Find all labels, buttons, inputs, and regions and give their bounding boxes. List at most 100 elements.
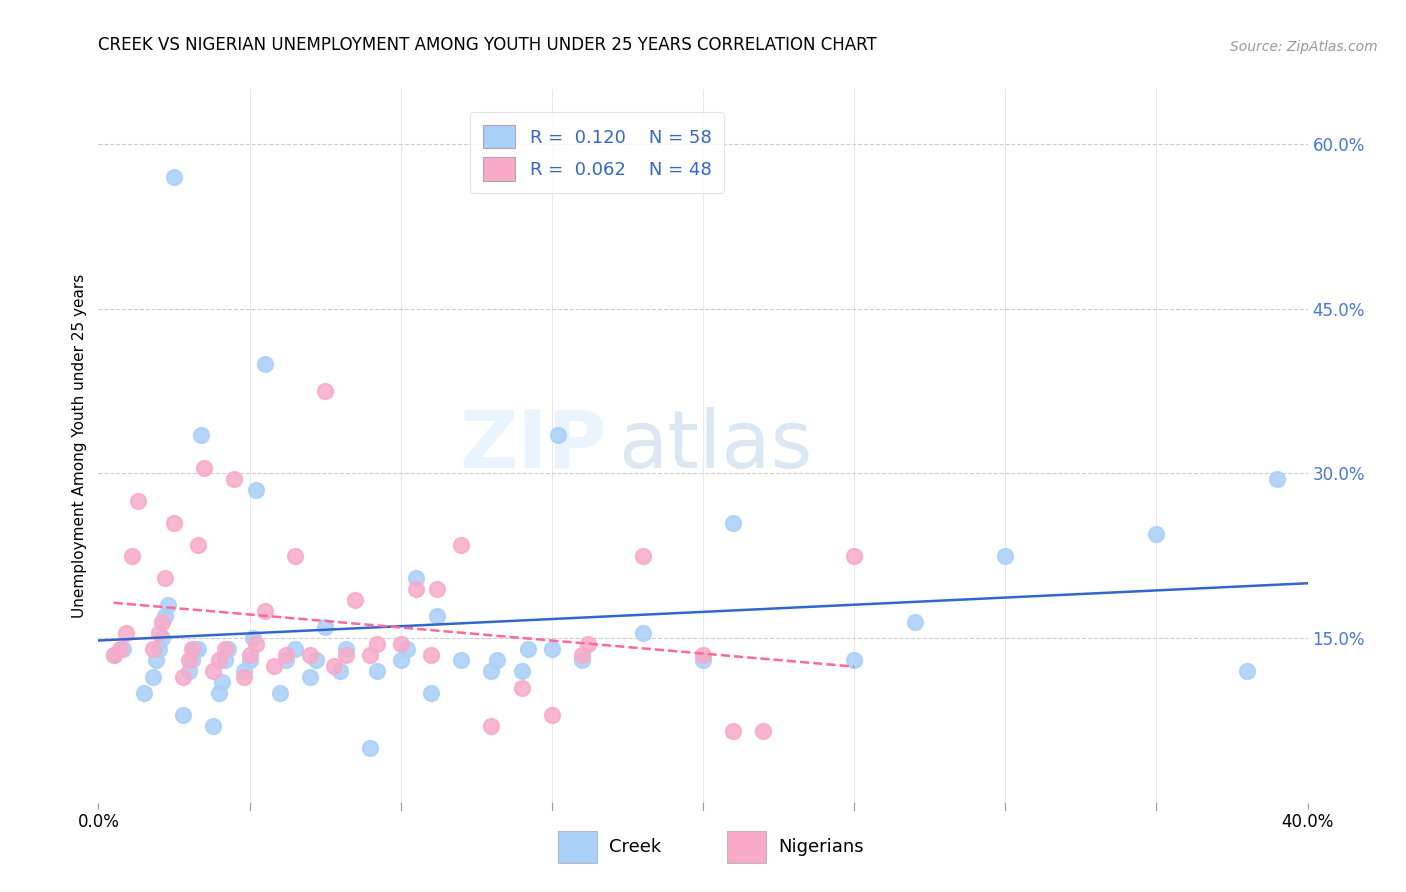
Point bbox=[239, 648, 262, 662]
Point bbox=[481, 664, 503, 678]
Point bbox=[217, 642, 239, 657]
Text: ZIP: ZIP bbox=[458, 407, 606, 485]
Point bbox=[253, 357, 276, 371]
Point bbox=[723, 516, 745, 530]
Point bbox=[335, 648, 357, 662]
Point bbox=[148, 625, 170, 640]
Point bbox=[314, 384, 336, 398]
Point bbox=[752, 724, 775, 739]
Point bbox=[181, 642, 204, 657]
Point bbox=[450, 653, 472, 667]
Point bbox=[692, 648, 714, 662]
Point bbox=[232, 669, 254, 683]
Point bbox=[389, 653, 412, 667]
Text: Nigerians: Nigerians bbox=[778, 838, 863, 856]
Point bbox=[239, 653, 262, 667]
Point bbox=[263, 658, 285, 673]
Point bbox=[481, 719, 503, 733]
Point bbox=[389, 637, 412, 651]
FancyBboxPatch shape bbox=[558, 831, 596, 863]
Point bbox=[163, 169, 186, 184]
Point bbox=[103, 648, 125, 662]
Point bbox=[153, 609, 176, 624]
Point bbox=[1267, 472, 1289, 486]
Point bbox=[214, 653, 236, 667]
Legend: R =  0.120    N = 58, R =  0.062    N = 48: R = 0.120 N = 58, R = 0.062 N = 48 bbox=[470, 112, 724, 194]
Point bbox=[1144, 526, 1167, 541]
Point bbox=[723, 724, 745, 739]
Point bbox=[344, 592, 367, 607]
Point bbox=[405, 582, 427, 596]
Point bbox=[111, 642, 134, 657]
Point bbox=[426, 582, 449, 596]
Point bbox=[844, 653, 866, 667]
Point bbox=[245, 637, 267, 651]
Point bbox=[486, 653, 509, 667]
Point bbox=[121, 549, 143, 563]
Point bbox=[142, 642, 165, 657]
Point bbox=[299, 648, 322, 662]
Point bbox=[420, 686, 443, 700]
Point bbox=[269, 686, 291, 700]
Point bbox=[692, 653, 714, 667]
Point bbox=[576, 637, 599, 651]
Point bbox=[156, 598, 179, 612]
Point bbox=[274, 653, 297, 667]
Point bbox=[450, 538, 472, 552]
Point bbox=[299, 669, 322, 683]
Point bbox=[242, 631, 264, 645]
Point bbox=[187, 538, 209, 552]
Point bbox=[547, 428, 569, 442]
Point bbox=[360, 740, 382, 755]
Point bbox=[127, 494, 149, 508]
Text: atlas: atlas bbox=[619, 407, 813, 485]
Point bbox=[284, 549, 307, 563]
Point bbox=[245, 483, 267, 497]
Point bbox=[904, 615, 927, 629]
Point bbox=[516, 642, 538, 657]
Point bbox=[360, 648, 382, 662]
Point bbox=[202, 719, 225, 733]
Point bbox=[323, 658, 346, 673]
Point bbox=[571, 653, 593, 667]
Point bbox=[395, 642, 418, 657]
Point bbox=[103, 648, 125, 662]
Point bbox=[163, 516, 186, 530]
Point bbox=[224, 472, 246, 486]
Point bbox=[179, 653, 201, 667]
Point bbox=[179, 664, 201, 678]
Point bbox=[132, 686, 155, 700]
Point bbox=[181, 653, 204, 667]
Point bbox=[150, 615, 173, 629]
Point bbox=[366, 664, 388, 678]
Point bbox=[1236, 664, 1258, 678]
Point bbox=[208, 653, 231, 667]
Point bbox=[405, 571, 427, 585]
Text: Source: ZipAtlas.com: Source: ZipAtlas.com bbox=[1230, 39, 1378, 54]
Point bbox=[153, 571, 176, 585]
Point bbox=[994, 549, 1017, 563]
Point bbox=[426, 609, 449, 624]
Point bbox=[305, 653, 328, 667]
Point bbox=[571, 648, 593, 662]
Point bbox=[148, 642, 170, 657]
Point bbox=[366, 637, 388, 651]
Point bbox=[202, 664, 225, 678]
Point bbox=[253, 604, 276, 618]
Point bbox=[150, 631, 173, 645]
Point bbox=[193, 461, 215, 475]
Point bbox=[145, 653, 167, 667]
Point bbox=[172, 669, 194, 683]
Point bbox=[190, 428, 212, 442]
Point bbox=[211, 675, 233, 690]
Point bbox=[232, 664, 254, 678]
Point bbox=[314, 620, 336, 634]
Point bbox=[420, 648, 443, 662]
Text: Creek: Creek bbox=[609, 838, 661, 856]
Point bbox=[335, 642, 357, 657]
Point bbox=[329, 664, 352, 678]
Point bbox=[184, 642, 207, 657]
Y-axis label: Unemployment Among Youth under 25 years: Unemployment Among Youth under 25 years bbox=[72, 274, 87, 618]
Point bbox=[208, 686, 231, 700]
Point bbox=[108, 642, 131, 657]
